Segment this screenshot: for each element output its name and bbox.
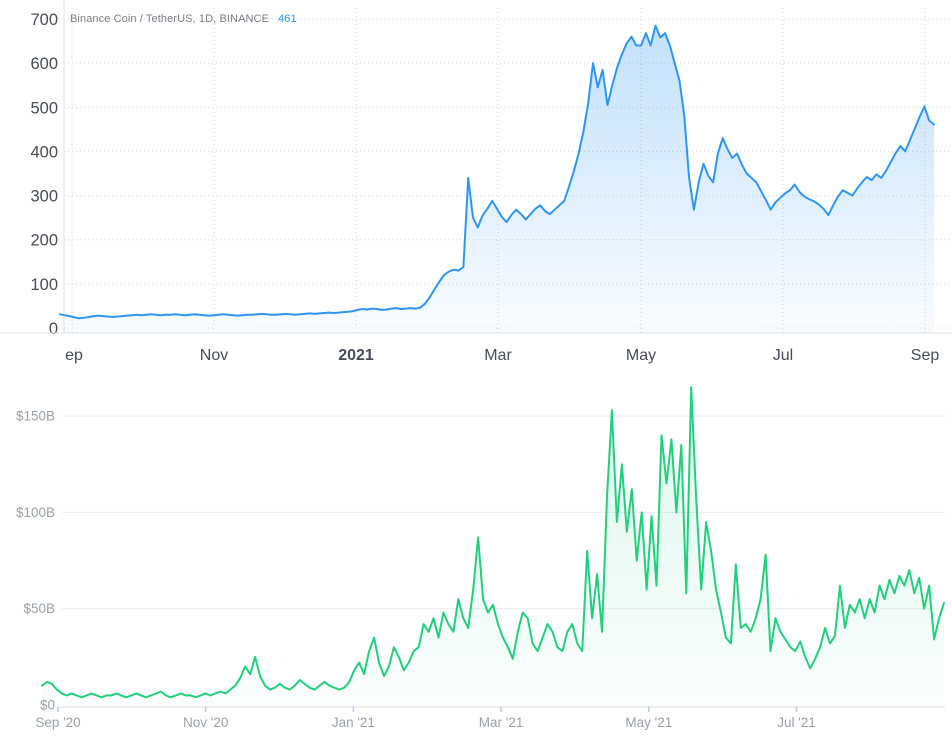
volume-series-line[interactable]: [41, 386, 945, 699]
last-price-value[interactable]: 461: [278, 13, 297, 25]
y-axis-tick-label: $100B: [16, 505, 55, 520]
x-axis-tick-label: Mar '21: [479, 715, 524, 730]
y-axis-tick-label: 300: [30, 188, 58, 206]
y-axis-tick-label: 400: [30, 143, 58, 161]
x-axis-tick-label: May '21: [625, 715, 672, 730]
x-axis-tick-label: Sep '20: [35, 715, 80, 730]
volume-area-fill: [42, 387, 944, 705]
x-axis-tick-label: Mar: [484, 347, 512, 364]
x-axis-tick-label: Jul: [773, 347, 793, 364]
price-chart-panel: 0 100 200 300 400 500 600 700 ep Nov 2021 Mar May Jul…: [0, 0, 952, 368]
y-axis-tick-label: 100: [30, 276, 58, 294]
x-axis-tick-label: Nov '20: [183, 715, 228, 730]
y-axis-tick-label: 700: [30, 11, 58, 29]
x-axis-tick-label: Jan '21: [332, 715, 375, 730]
y-axis-tick-label: 600: [30, 55, 58, 73]
x-axis-tick-label: Jul '21: [777, 715, 816, 730]
y-axis-tick-label: $50B: [23, 601, 55, 616]
x-axis-tick-label: Sep: [911, 347, 940, 364]
y-axis-tick-label: 500: [30, 99, 58, 117]
x-axis-tick-label: 2021: [338, 347, 374, 364]
x-axis-tick-label: Nov: [200, 347, 228, 364]
chart-legend: Binance Coin / TetherUS, 1D, BINANCE 461: [70, 13, 297, 25]
price-area-fill: [60, 25, 934, 333]
x-axis-tick-label: May: [626, 347, 656, 364]
y-axis-tick-label: 0: [49, 320, 58, 338]
price-chart[interactable]: 0 100 200 300 400 500 600 700 ep Nov 2021 Mar May Jul…: [0, 0, 952, 368]
x-axis-tick-label: ep: [65, 347, 83, 364]
price-series-line[interactable]: [59, 24, 935, 320]
y-axis-tick-label: $150B: [16, 409, 55, 424]
y-axis-tick-label: 200: [30, 232, 58, 250]
symbol-title[interactable]: Binance Coin / TetherUS, 1D, BINANCE: [70, 13, 270, 25]
